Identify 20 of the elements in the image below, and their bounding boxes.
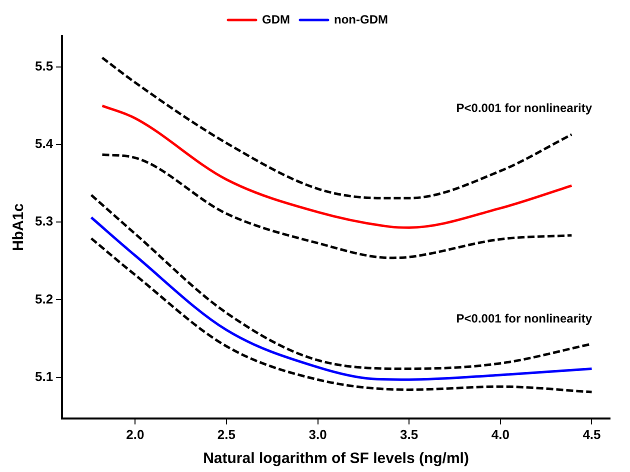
x-tick-label: 4.0 [491,426,510,442]
x-tick-label: 2.0 [126,426,144,442]
line-series [101,153,573,260]
x-axis-title: Natural logarithm of SF levels (ng/ml) [203,450,469,468]
annotation: P<0.001 for nonlinearity [456,311,592,326]
y-tick-label: 5.1 [34,368,54,384]
annotation: P<0.001 for nonlinearity [456,100,592,115]
x-tick-label: 3.5 [400,426,418,442]
y-tick-label: 5.2 [34,291,54,306]
y-tick-label: 5.5 [34,58,54,74]
line-series [90,216,593,381]
x-tick-label: 4.5 [582,426,601,442]
y-tick-label: 5.3 [34,214,54,229]
x-tick-label: 2.5 [217,426,236,442]
line-series [90,237,593,394]
legend-label: GDM [262,12,290,26]
y-tick-label: 5.4 [34,136,54,152]
legend-label: non-GDM [334,12,388,26]
y-axis-title: HbA1c [10,203,28,251]
x-tick-label: 3.0 [308,426,327,442]
